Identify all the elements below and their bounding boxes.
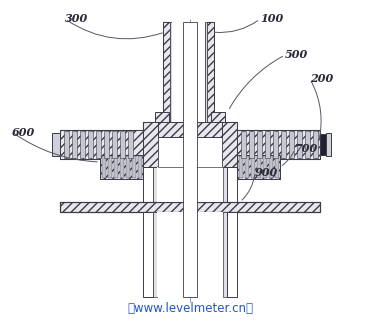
- Text: 200: 200: [310, 74, 333, 84]
- Bar: [104, 131, 109, 158]
- Bar: [211, 112, 225, 122]
- Bar: [157, 212, 223, 297]
- Bar: [158, 122, 222, 167]
- Bar: [257, 131, 262, 158]
- Bar: [227, 167, 237, 202]
- Bar: [72, 131, 77, 158]
- Text: 500: 500: [285, 49, 308, 60]
- Bar: [275, 156, 279, 178]
- Bar: [153, 212, 157, 297]
- Bar: [245, 156, 249, 178]
- Bar: [172, 22, 205, 122]
- Text: 700: 700: [295, 144, 318, 154]
- Bar: [263, 156, 267, 178]
- Bar: [273, 131, 278, 158]
- Bar: [126, 156, 130, 178]
- Bar: [102, 156, 106, 178]
- Text: 100: 100: [260, 13, 283, 25]
- Bar: [80, 131, 85, 158]
- Bar: [108, 156, 112, 178]
- Bar: [251, 156, 255, 178]
- Bar: [120, 131, 125, 158]
- Text: （www.levelmeter.cn）: （www.levelmeter.cn）: [127, 302, 253, 316]
- Bar: [100, 155, 143, 179]
- Bar: [163, 22, 170, 122]
- Bar: [138, 156, 142, 178]
- Bar: [257, 156, 261, 178]
- Bar: [297, 131, 302, 158]
- Bar: [237, 155, 280, 179]
- Bar: [60, 130, 143, 159]
- Bar: [170, 22, 172, 122]
- Bar: [114, 156, 118, 178]
- Bar: [222, 122, 237, 167]
- Bar: [128, 131, 133, 158]
- Bar: [96, 131, 101, 158]
- Bar: [223, 212, 227, 297]
- Text: 900: 900: [255, 166, 278, 178]
- Text: 600: 600: [12, 127, 35, 137]
- Bar: [112, 131, 117, 158]
- Bar: [223, 167, 227, 202]
- Bar: [313, 131, 318, 158]
- Bar: [143, 122, 158, 167]
- Bar: [64, 131, 69, 158]
- Text: 300: 300: [65, 13, 88, 25]
- Bar: [249, 131, 254, 158]
- Bar: [157, 167, 223, 202]
- Bar: [241, 131, 246, 158]
- Bar: [305, 131, 310, 158]
- Bar: [269, 156, 273, 178]
- Bar: [205, 22, 207, 122]
- Bar: [153, 167, 157, 202]
- Bar: [326, 133, 331, 156]
- Bar: [60, 202, 320, 212]
- Bar: [120, 156, 124, 178]
- Bar: [88, 131, 93, 158]
- Bar: [143, 167, 153, 202]
- Bar: [207, 22, 214, 122]
- Bar: [52, 133, 60, 156]
- Bar: [143, 212, 153, 297]
- Bar: [132, 156, 136, 178]
- Bar: [239, 156, 243, 178]
- Bar: [155, 112, 169, 122]
- Bar: [281, 131, 286, 158]
- Bar: [158, 122, 222, 137]
- Bar: [237, 130, 320, 159]
- Bar: [227, 212, 237, 297]
- Bar: [289, 131, 294, 158]
- Bar: [183, 22, 197, 297]
- Bar: [320, 134, 326, 155]
- Bar: [265, 131, 270, 158]
